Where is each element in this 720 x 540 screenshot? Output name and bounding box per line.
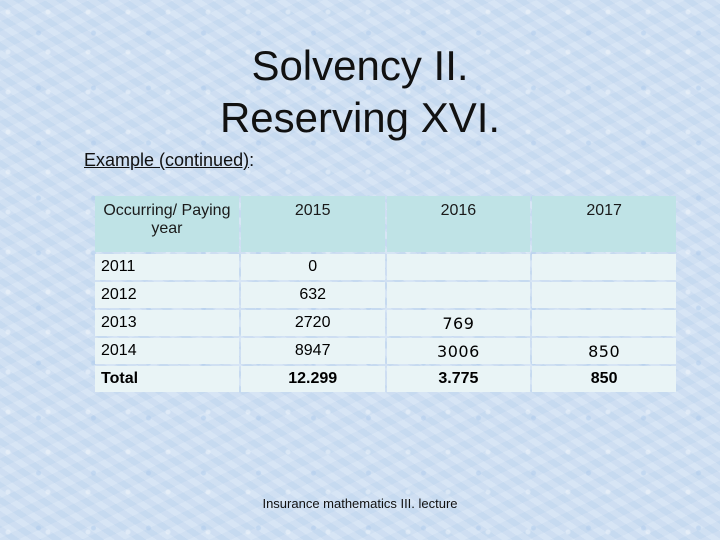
total-2016: 3.775 [386,366,531,392]
cell-2016 [386,254,531,280]
cell-2016: 3006 [386,338,531,364]
cell-2015: 2720 [240,310,385,336]
reserve-table: Occurring/ Paying year 2015 2016 2017 20… [93,194,678,394]
header-2017: 2017 [532,196,676,252]
table-row-2012: 2012 632 [95,282,676,308]
table-row-total: Total 12.299 3.775 850 [95,366,676,392]
table-row-2013: 2013 2720 769 [95,310,676,336]
cell-2017 [532,254,676,280]
table-row-2011: 2011 0 [95,254,676,280]
subtitle-text: Example (continued) [84,150,250,170]
title-line-2: Reserving XVI. [219,94,501,141]
title-line-1: Solvency II. [251,42,469,89]
slide-title: Solvency II. Reserving XVI. [0,40,720,144]
subtitle-colon: : [249,150,255,170]
row-year: 2011 [95,254,239,280]
table-row-2014: 2014 8947 3006 850 [95,338,676,364]
row-year: 2012 [95,282,239,308]
cell-2016: 769 [386,310,531,336]
total-2017: 850 [532,366,676,392]
header-2016: 2016 [386,196,531,252]
row-year: 2014 [95,338,239,364]
cell-2015: 0 [240,254,385,280]
total-2015: 12.299 [240,366,385,392]
cell-2017 [532,310,676,336]
cell-2017 [532,282,676,308]
cell-2015: 8947 [240,338,385,364]
header-2015: 2015 [240,196,385,252]
table-header-row: Occurring/ Paying year 2015 2016 2017 [95,196,676,252]
cell-2017: 850 [532,338,676,364]
cell-2015: 632 [240,282,385,308]
slide-footer: Insurance mathematics III. lecture [262,496,458,511]
slide-subtitle: Example (continued): [84,150,254,171]
header-occurring-paying-year: Occurring/ Paying year [95,196,239,252]
row-year: 2013 [95,310,239,336]
cell-2016 [386,282,531,308]
total-label: Total [95,366,239,392]
